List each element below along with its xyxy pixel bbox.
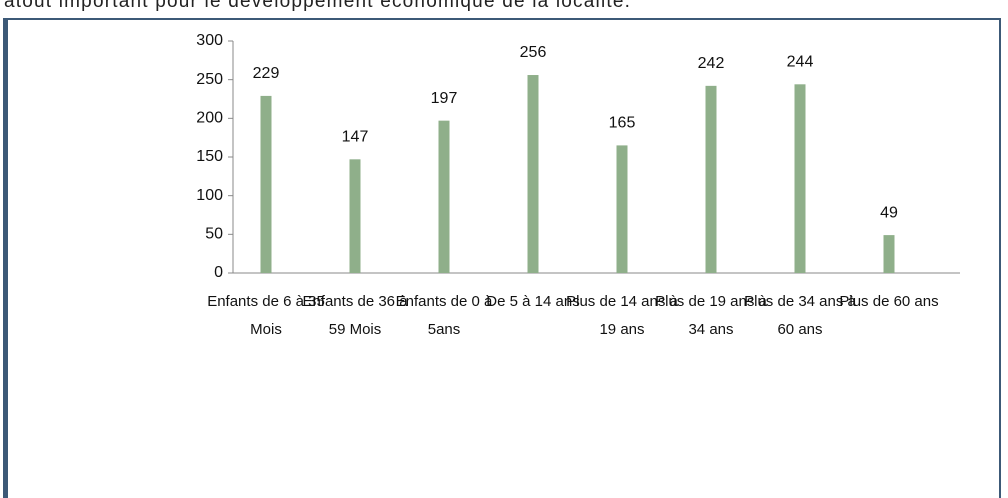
y-tick-label: 300: [196, 32, 223, 49]
x-tick-label: Plus de 19 ans à 34 ans: [655, 293, 767, 338]
x-tick-label: De 5 à 14 ans: [486, 293, 580, 310]
data-label: 242: [698, 55, 725, 72]
data-label: 197: [431, 90, 458, 107]
x-tick-label: Enfants de 0 à 5ans: [395, 293, 493, 338]
data-label: 49: [880, 204, 898, 221]
x-tick-label: Plus de 60 ans: [839, 293, 939, 310]
data-label: 229: [253, 65, 280, 82]
x-tick-label: Plus de 14 ans à 19 ans: [566, 293, 678, 338]
frame: [3, 18, 1001, 498]
page: {"text_above": "atout important pour le …: [3, 0, 1001, 498]
y-tick-label: 200: [196, 110, 223, 127]
chart: 0 50 100 150 200 250 300 229 147 197 256 165 242 244 4…: [196, 32, 960, 281]
bar: [883, 235, 895, 273]
y-tick-label: 250: [196, 71, 223, 88]
x-tick-label: Enfants de 36 à 59 Mois: [302, 293, 408, 338]
y-tick-label: 0: [214, 264, 223, 281]
bar: [616, 145, 628, 273]
y-tick-label: 150: [196, 148, 223, 165]
x-tick-label: Enfants de 6 à 35 Mois: [207, 293, 325, 338]
bar: [260, 95, 272, 273]
y-tick-label: 50: [205, 226, 223, 243]
bar: [794, 84, 806, 273]
y-tick-label: 100: [196, 187, 223, 204]
bar: [438, 120, 450, 273]
data-label: 147: [342, 129, 369, 146]
bar: [527, 75, 539, 273]
paragraph-text: atout important pour le développement éc…: [4, 0, 632, 12]
bar: [705, 85, 717, 273]
data-label: 256: [520, 44, 547, 61]
x-tick-label: Plus de 34 ans à 60 ans: [744, 293, 856, 338]
data-label: 165: [609, 115, 636, 132]
data-label: 244: [787, 54, 814, 71]
bar: [349, 159, 361, 273]
